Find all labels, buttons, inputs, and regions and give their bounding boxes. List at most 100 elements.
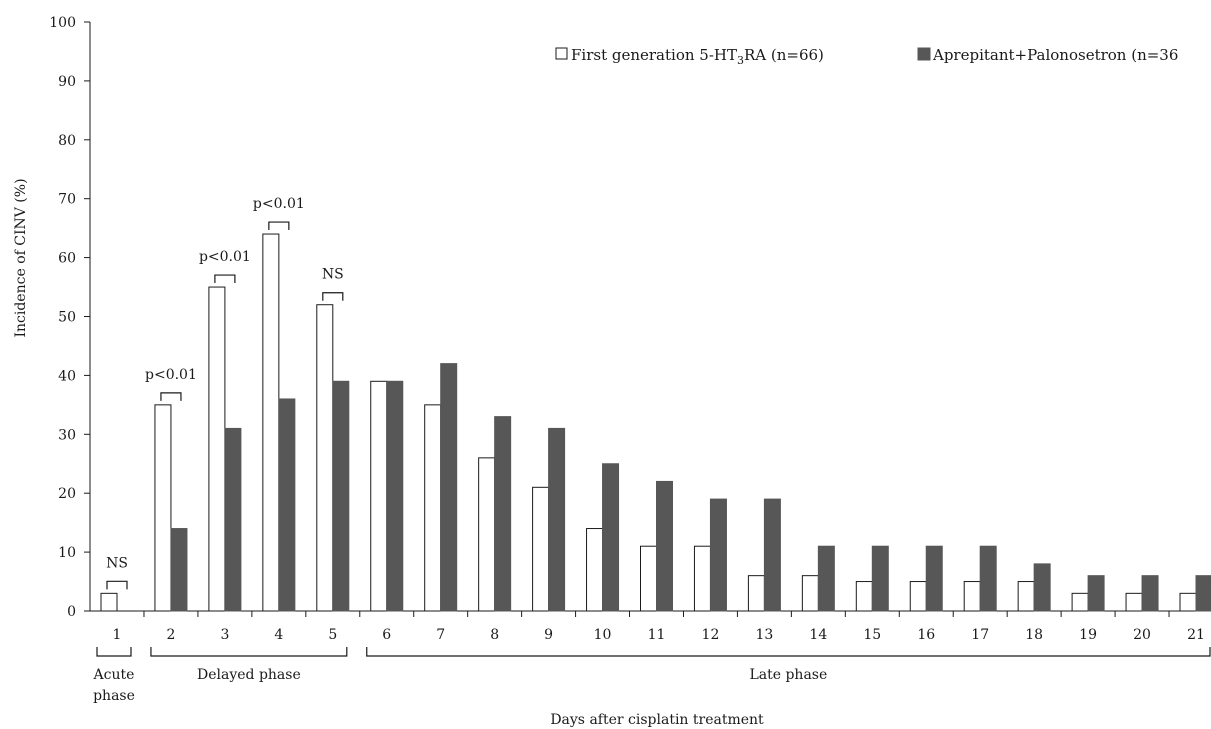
y-tick-label: 100	[49, 15, 76, 31]
x-tick-label: 16	[917, 627, 935, 643]
x-tick-label: 7	[436, 627, 445, 643]
x-tick-label: 1	[113, 627, 122, 643]
legend-label-aprepitant-palonosetron: Aprepitant+Palonosetron (n=36	[932, 46, 1178, 64]
bar-aprepitant-palonosetron-day-14	[817, 545, 835, 612]
bar-first-generation-day-10	[586, 528, 604, 612]
bar-first-generation-day-6	[370, 380, 388, 612]
bar-first-generation-day-8	[478, 457, 496, 612]
bar-aprepitant-palonosetron-day-8	[494, 416, 512, 612]
bar-first-generation-day-17	[963, 581, 981, 612]
significance-label: NS	[106, 555, 128, 571]
bar-aprepitant-palonosetron-day-17	[979, 545, 997, 612]
bar-aprepitant-palonosetron-day-2	[170, 528, 188, 612]
bar-first-generation-day-9	[532, 486, 550, 612]
significance-bracket	[160, 392, 182, 401]
bar-aprepitant-palonosetron-day-15	[871, 545, 889, 612]
significance-label: p<0.01	[253, 196, 305, 212]
bar-first-generation-day-20	[1125, 592, 1143, 612]
x-tick-label: 9	[544, 627, 553, 643]
y-tick-label: 20	[58, 486, 76, 502]
significance-bracket	[106, 580, 128, 590]
x-tick-label: 20	[1133, 627, 1151, 643]
y-tick-label: 60	[58, 251, 76, 267]
bar-first-generation-day-19	[1071, 592, 1089, 612]
significance-bracket	[214, 274, 236, 284]
x-axis: 1 2 3 4 5 6 7 8 9 10 11 12 13 14 15 16 17 18 19 20 21	[90, 610, 1211, 643]
bar-aprepitant-palonosetron-day-20	[1141, 575, 1159, 612]
phase-label: Delayed phase	[197, 667, 301, 683]
bar-aprepitant-palonosetron-day-16	[925, 545, 943, 612]
bar-aprepitant-palonosetron-day-6	[386, 380, 404, 612]
x-tick-label: 13	[755, 627, 773, 643]
bar-first-generation-day-14	[801, 575, 819, 612]
bar-aprepitant-palonosetron-day-13	[763, 498, 781, 612]
bar-aprepitant-palonosetron-day-7	[440, 363, 458, 612]
x-tick-label: 4	[274, 627, 283, 643]
x-tick-label: 10	[594, 627, 612, 643]
x-tick-label: 15	[863, 627, 881, 643]
phase-bracket	[96, 647, 132, 657]
bar-first-generation-day-1	[100, 592, 118, 612]
significance-label: p<0.01	[199, 249, 251, 265]
phase-label: Late phase	[749, 667, 827, 683]
x-tick-label: 17	[971, 627, 989, 643]
bar-first-generation-day-7	[424, 404, 442, 612]
y-axis-label: Incidence of CINV (%)	[13, 178, 29, 337]
y-tick-label: 50	[58, 310, 76, 326]
bar-first-generation-day-13	[747, 575, 765, 612]
bar-aprepitant-palonosetron-day-18	[1033, 563, 1051, 612]
x-tick-label: 12	[702, 627, 720, 643]
x-tick-label: 11	[648, 627, 666, 643]
bar-first-generation-day-18	[1017, 581, 1035, 612]
x-tick-label: 8	[490, 627, 499, 643]
x-tick-label: 19	[1079, 627, 1097, 643]
bar-first-generation-day-2	[154, 404, 172, 612]
y-tick-label: 30	[58, 427, 76, 443]
phase-label: phase	[93, 688, 135, 704]
x-axis-label: Days after cisplatin treatment	[550, 712, 764, 728]
bar-first-generation-day-12	[693, 545, 711, 612]
y-tick-label: 90	[58, 74, 76, 90]
phase-bracket	[366, 647, 1211, 657]
bar-aprepitant-palonosetron-day-3	[224, 427, 242, 612]
phase-bracket	[150, 647, 348, 657]
x-tick-label: 21	[1187, 627, 1205, 643]
x-tick-label: 5	[328, 627, 337, 643]
significance-label: NS	[322, 267, 344, 283]
x-tick-label: 6	[382, 627, 391, 643]
bar-aprepitant-palonosetron-day-5	[332, 380, 350, 612]
bar-first-generation-day-4	[262, 233, 280, 612]
x-tick-label: 14	[809, 627, 827, 643]
bar-aprepitant-palonosetron-day-10	[602, 463, 620, 612]
bar-aprepitant-palonosetron-day-19	[1087, 575, 1105, 612]
bar-aprepitant-palonosetron-day-11	[656, 480, 673, 612]
bar-first-generation-day-5	[316, 304, 334, 612]
x-tick-label: 18	[1025, 627, 1043, 643]
bar-first-generation-day-3	[208, 286, 226, 612]
bar-aprepitant-palonosetron-day-21	[1195, 575, 1211, 612]
y-tick-label: 10	[58, 545, 76, 561]
y-tick-label: 40	[58, 368, 76, 384]
bar-aprepitant-palonosetron-day-4	[278, 398, 296, 612]
legend: First generation 5-HT3RA (n=66) Aprepita…	[555, 46, 1178, 67]
significance-bracket	[268, 221, 290, 231]
significance-bracket	[322, 292, 344, 301]
bar-first-generation-day-16	[909, 581, 927, 612]
bar-aprepitant-palonosetron-day-9	[548, 427, 566, 612]
legend-swatch-first-generation	[555, 47, 568, 60]
y-tick-label: 70	[58, 192, 76, 208]
significance-label: p<0.01	[145, 367, 197, 383]
bar-first-generation-day-21	[1179, 592, 1197, 612]
bar-first-generation-day-15	[855, 581, 873, 612]
bars	[100, 233, 1211, 612]
phase-brackets: Acute phase Delayed phase Late phase	[93, 647, 1211, 704]
legend-swatch-aprepitant-palonosetron	[917, 47, 931, 61]
phase-label: Acute	[93, 667, 135, 683]
x-tick-label: 3	[220, 627, 229, 643]
y-axis: 0 10 20 30 40 50 60 70 80 90 100	[49, 15, 91, 620]
y-tick-label: 0	[67, 604, 76, 620]
legend-label-first-generation: First generation 5-HT3RA (n=66)	[571, 46, 824, 67]
x-tick-label: 2	[166, 627, 175, 643]
significance-annotations: NS p<0.01 p<0.01 p<0.01 NS	[106, 196, 344, 590]
